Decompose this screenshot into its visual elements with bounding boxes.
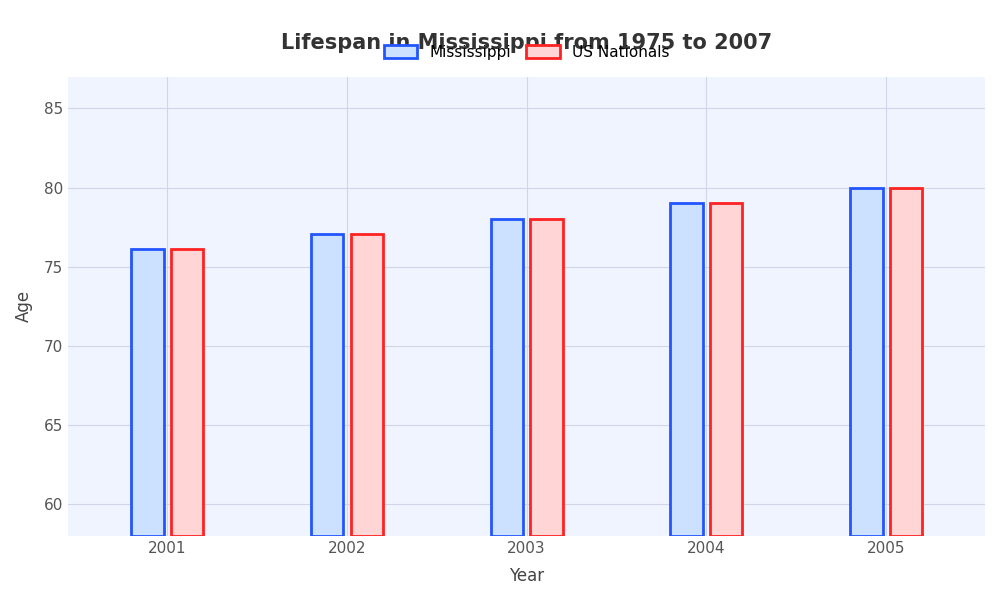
Bar: [171, 250, 203, 536]
Bar: [491, 220, 523, 536]
Bar: [311, 233, 343, 536]
X-axis label: Year: Year: [509, 567, 544, 585]
Bar: [890, 188, 922, 536]
Bar: [530, 220, 563, 536]
Title: Lifespan in Mississippi from 1975 to 2007: Lifespan in Mississippi from 1975 to 200…: [281, 33, 772, 53]
Bar: [850, 188, 883, 536]
Bar: [351, 233, 383, 536]
Y-axis label: Age: Age: [15, 290, 33, 322]
Bar: [131, 250, 164, 536]
Legend: Mississippi, US Nationals: Mississippi, US Nationals: [378, 38, 676, 66]
Bar: [670, 203, 703, 536]
Bar: [710, 203, 742, 536]
